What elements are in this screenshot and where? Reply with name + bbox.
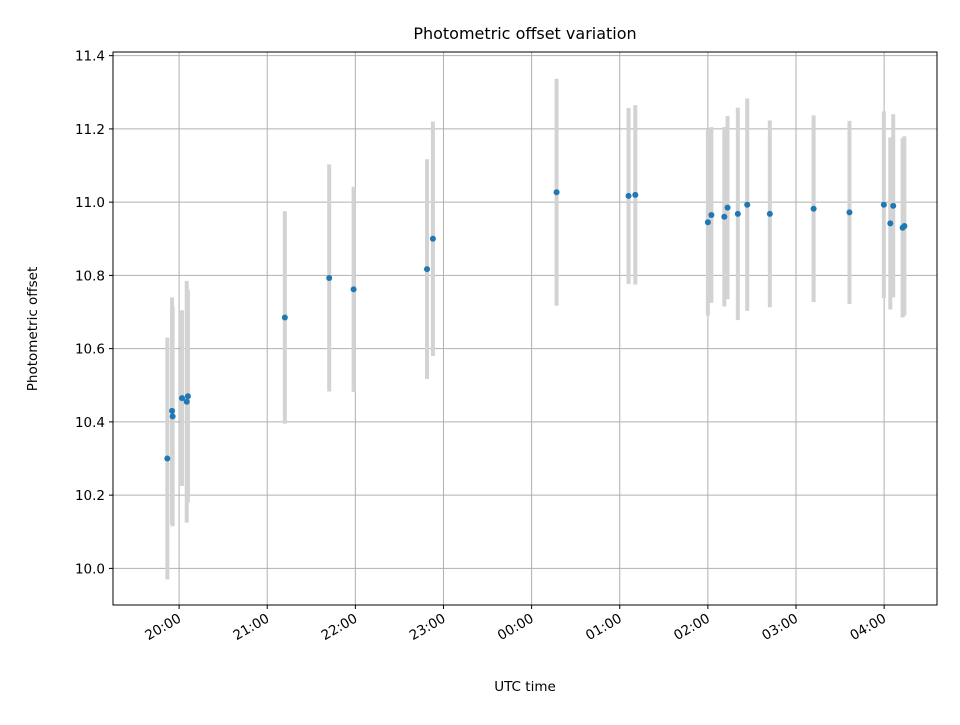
- y-tick-label: 10.6: [75, 342, 105, 358]
- y-axis-label: Photometric offset: [25, 267, 41, 391]
- data-point: [183, 398, 190, 405]
- data-point: [350, 286, 357, 293]
- data-point: [901, 222, 908, 229]
- y-tick-label: 11.2: [75, 122, 105, 138]
- y-tick-label: 10.2: [75, 488, 105, 504]
- data-point: [281, 314, 288, 321]
- data-point: [724, 204, 731, 211]
- chart-title: Photometric offset variation: [413, 24, 636, 43]
- data-point: [169, 413, 176, 420]
- y-tick-label: 10.8: [75, 268, 105, 284]
- data-point: [326, 274, 333, 281]
- plot-frame: [112, 51, 938, 606]
- data-point: [179, 395, 186, 402]
- data-point: [887, 220, 894, 227]
- data-point: [424, 266, 431, 273]
- data-point: [704, 219, 711, 226]
- data-point: [810, 205, 817, 212]
- data-point: [429, 235, 436, 242]
- grid-layer: [113, 52, 937, 605]
- data-point: [169, 407, 176, 414]
- y-tick-label: 10.0: [75, 561, 105, 577]
- y-tick-label: 11.0: [75, 195, 105, 211]
- data-point: [708, 211, 715, 218]
- data-point: [734, 210, 741, 217]
- data-point: [625, 192, 632, 199]
- data-point: [890, 202, 897, 209]
- point-layer: [164, 189, 908, 462]
- y-tick-label: 10.4: [75, 415, 105, 431]
- data-point: [632, 191, 639, 198]
- x-axis-label: UTC time: [494, 679, 556, 695]
- data-point: [184, 393, 191, 400]
- y-axis-ticks: 10.0 10.2 10.4 10.6 10.8 11.0 11.2 11.4: [75, 49, 113, 577]
- data-point: [744, 201, 751, 208]
- data-point: [721, 213, 728, 220]
- y-tick-label: 11.4: [75, 49, 105, 65]
- data-point: [164, 455, 171, 462]
- data-point: [553, 189, 560, 196]
- data-point: [846, 209, 853, 216]
- data-point: [880, 201, 887, 208]
- data-point: [766, 210, 773, 217]
